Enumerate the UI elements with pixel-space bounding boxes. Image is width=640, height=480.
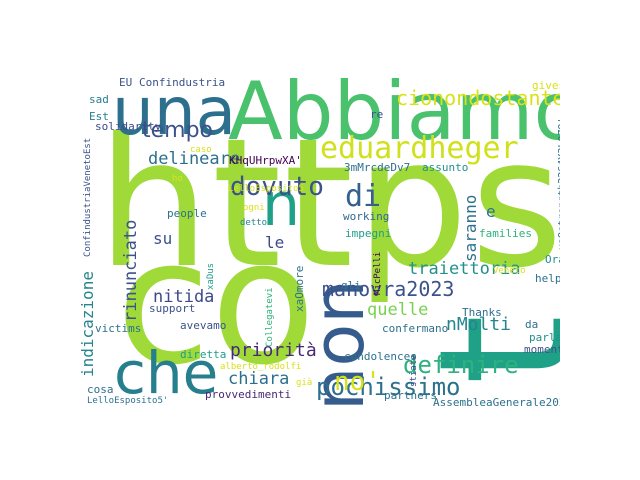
word-che: che	[114, 339, 219, 407]
word-collegatevi: Collegatevi	[265, 287, 275, 347]
word-detto: detto	[240, 218, 268, 228]
word-nmolti: nMolti	[446, 314, 512, 335]
word-ora: Ora	[545, 253, 560, 266]
word-una: una	[112, 73, 237, 150]
word-le: le	[265, 233, 285, 252]
word-chiara: chiara	[228, 369, 290, 389]
word-confindustria: Confindustria	[139, 76, 226, 89]
word-assunto: assunto	[422, 161, 469, 174]
word-da: da	[525, 318, 539, 331]
word-delineare: delineare	[148, 149, 241, 169]
word-nitida: nitida	[153, 287, 215, 307]
word-lello2: LelloEsposito5'	[87, 396, 169, 406]
word-help: help	[535, 272, 560, 285]
word-gives: gives	[532, 79, 560, 92]
word-di: di	[345, 179, 382, 214]
word-xaomore: xaOmore	[293, 265, 306, 312]
word-impegni: impegni	[345, 227, 392, 240]
word-partners: partners	[384, 389, 437, 402]
word-sad: sad	[89, 93, 109, 106]
word-co: co	[116, 202, 316, 403]
word-definire: definire	[403, 351, 519, 379]
word-cosa: cosa	[87, 383, 114, 396]
word-est: Est	[89, 110, 109, 123]
word-quelle: quelle	[367, 300, 429, 320]
word-xadus: xaDus	[206, 262, 216, 290]
word-no: no'	[334, 367, 381, 397]
word-moment: moment	[524, 343, 560, 356]
word-solidarity: solidarity	[95, 120, 162, 133]
word-ho: ho	[172, 174, 183, 184]
word-thanks: Thanks	[462, 306, 502, 319]
word-confermano: confermano	[382, 322, 449, 335]
word-priorita: priorità	[230, 340, 317, 361]
word-micpelli: MicPelli	[373, 251, 383, 295]
word-n: n	[262, 170, 301, 240]
word-3mm: 3mMrcdeDv7	[344, 161, 411, 174]
word-gli: gli	[341, 279, 361, 292]
word-assemblea: AssembleaGenerale2022	[433, 396, 560, 409]
word-stiate: stiate	[409, 354, 419, 387]
word-alberto: alberto_rodolfi	[220, 362, 302, 372]
word-manovra2023: manovra2023	[322, 277, 455, 301]
word-abbiamo: Abbiamo	[228, 67, 560, 158]
word-victims: victims	[95, 322, 142, 335]
word-xaostrength: xaOstrength2264Y3L0ZQ'	[557, 117, 560, 250]
word-provvedimenti: provvedimenti	[205, 388, 292, 401]
word-indicazione: indicazione	[80, 271, 97, 377]
word-support: support	[149, 302, 196, 315]
word-diretta: diretta	[180, 348, 227, 361]
word-confindustriavenetoest: ConfindustriaVenetoEst	[83, 137, 93, 257]
word-dovuto: dovuto	[230, 172, 324, 202]
word-cionondostante: cionondostante	[396, 86, 560, 110]
word-condolences: condolences	[344, 350, 417, 363]
word-lello: LelloEsposito5	[228, 184, 304, 194]
word-ogni: ogni	[243, 203, 265, 213]
word-working: working	[343, 210, 390, 223]
word-gia: già	[296, 378, 313, 388]
word-families: families	[479, 227, 532, 240]
word-re: re	[370, 108, 384, 121]
word-pochissimo: pochissimo	[316, 373, 461, 401]
word-eu: EU	[119, 76, 133, 89]
word-cloud: https co t Abbiamo una che non n eduardh…	[80, 67, 560, 413]
word-parlando: parlando	[529, 331, 560, 344]
word-https: https	[97, 100, 560, 307]
word-tempo: tempo	[142, 118, 214, 143]
word-saranno: saranno	[461, 194, 480, 262]
word-people: people	[167, 207, 207, 220]
word-veneto: Veneto	[493, 266, 526, 276]
word-rinunciato: rinunciato	[121, 219, 141, 322]
word-eduardheger: eduardheger	[320, 131, 519, 166]
word-e: e	[486, 202, 496, 221]
word-khqu: KHqUHrpwXA'	[229, 154, 302, 167]
word-traiettoria: traiettoria	[408, 259, 521, 279]
word-avevamo: avevamo	[180, 319, 227, 332]
word-caso: caso	[190, 145, 212, 155]
word-su: su	[153, 229, 173, 248]
